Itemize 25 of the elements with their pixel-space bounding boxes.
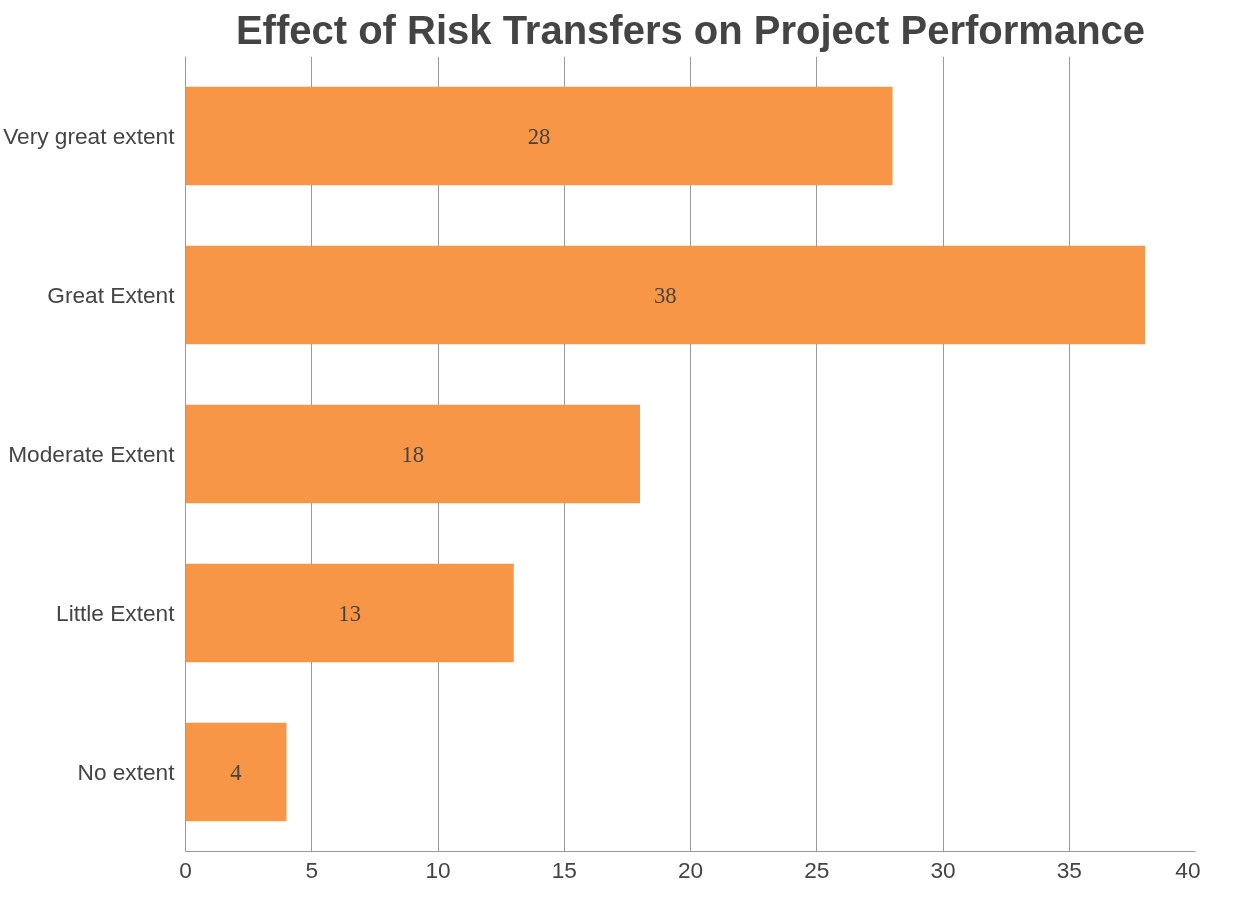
x-tick-label: 25 (804, 856, 830, 883)
x-tick-label: 20 (677, 856, 704, 883)
chart-title: Effect of Risk Transfers on Project Performance (235, 7, 1146, 52)
data-label: 4 (230, 759, 242, 785)
x-tick-label: 35 (1056, 856, 1082, 883)
x-tick-label: 40 (1175, 856, 1201, 883)
x-tick-label: 30 (930, 856, 956, 883)
bar (185, 563, 514, 663)
x-tick-label: 15 (551, 856, 577, 883)
x-tick-label: 0 (179, 856, 192, 883)
bar (185, 722, 287, 822)
y-tick-label: No extent (77, 759, 176, 785)
data-label: 13 (338, 600, 361, 626)
x-tick-label: 10 (425, 856, 451, 883)
bar (185, 404, 640, 504)
bar (185, 245, 1145, 345)
y-tick-label: Great Extent (47, 282, 176, 308)
data-label: 38 (653, 282, 677, 308)
y-tick-label: Very great extent (3, 123, 176, 149)
bar (185, 86, 893, 186)
x-tick-label: 5 (305, 856, 319, 883)
data-label: 18 (401, 441, 425, 467)
y-tick-label: Little Extent (56, 600, 176, 626)
data-label: 28 (527, 123, 551, 149)
y-tick-label: Moderate Extent (8, 441, 176, 467)
